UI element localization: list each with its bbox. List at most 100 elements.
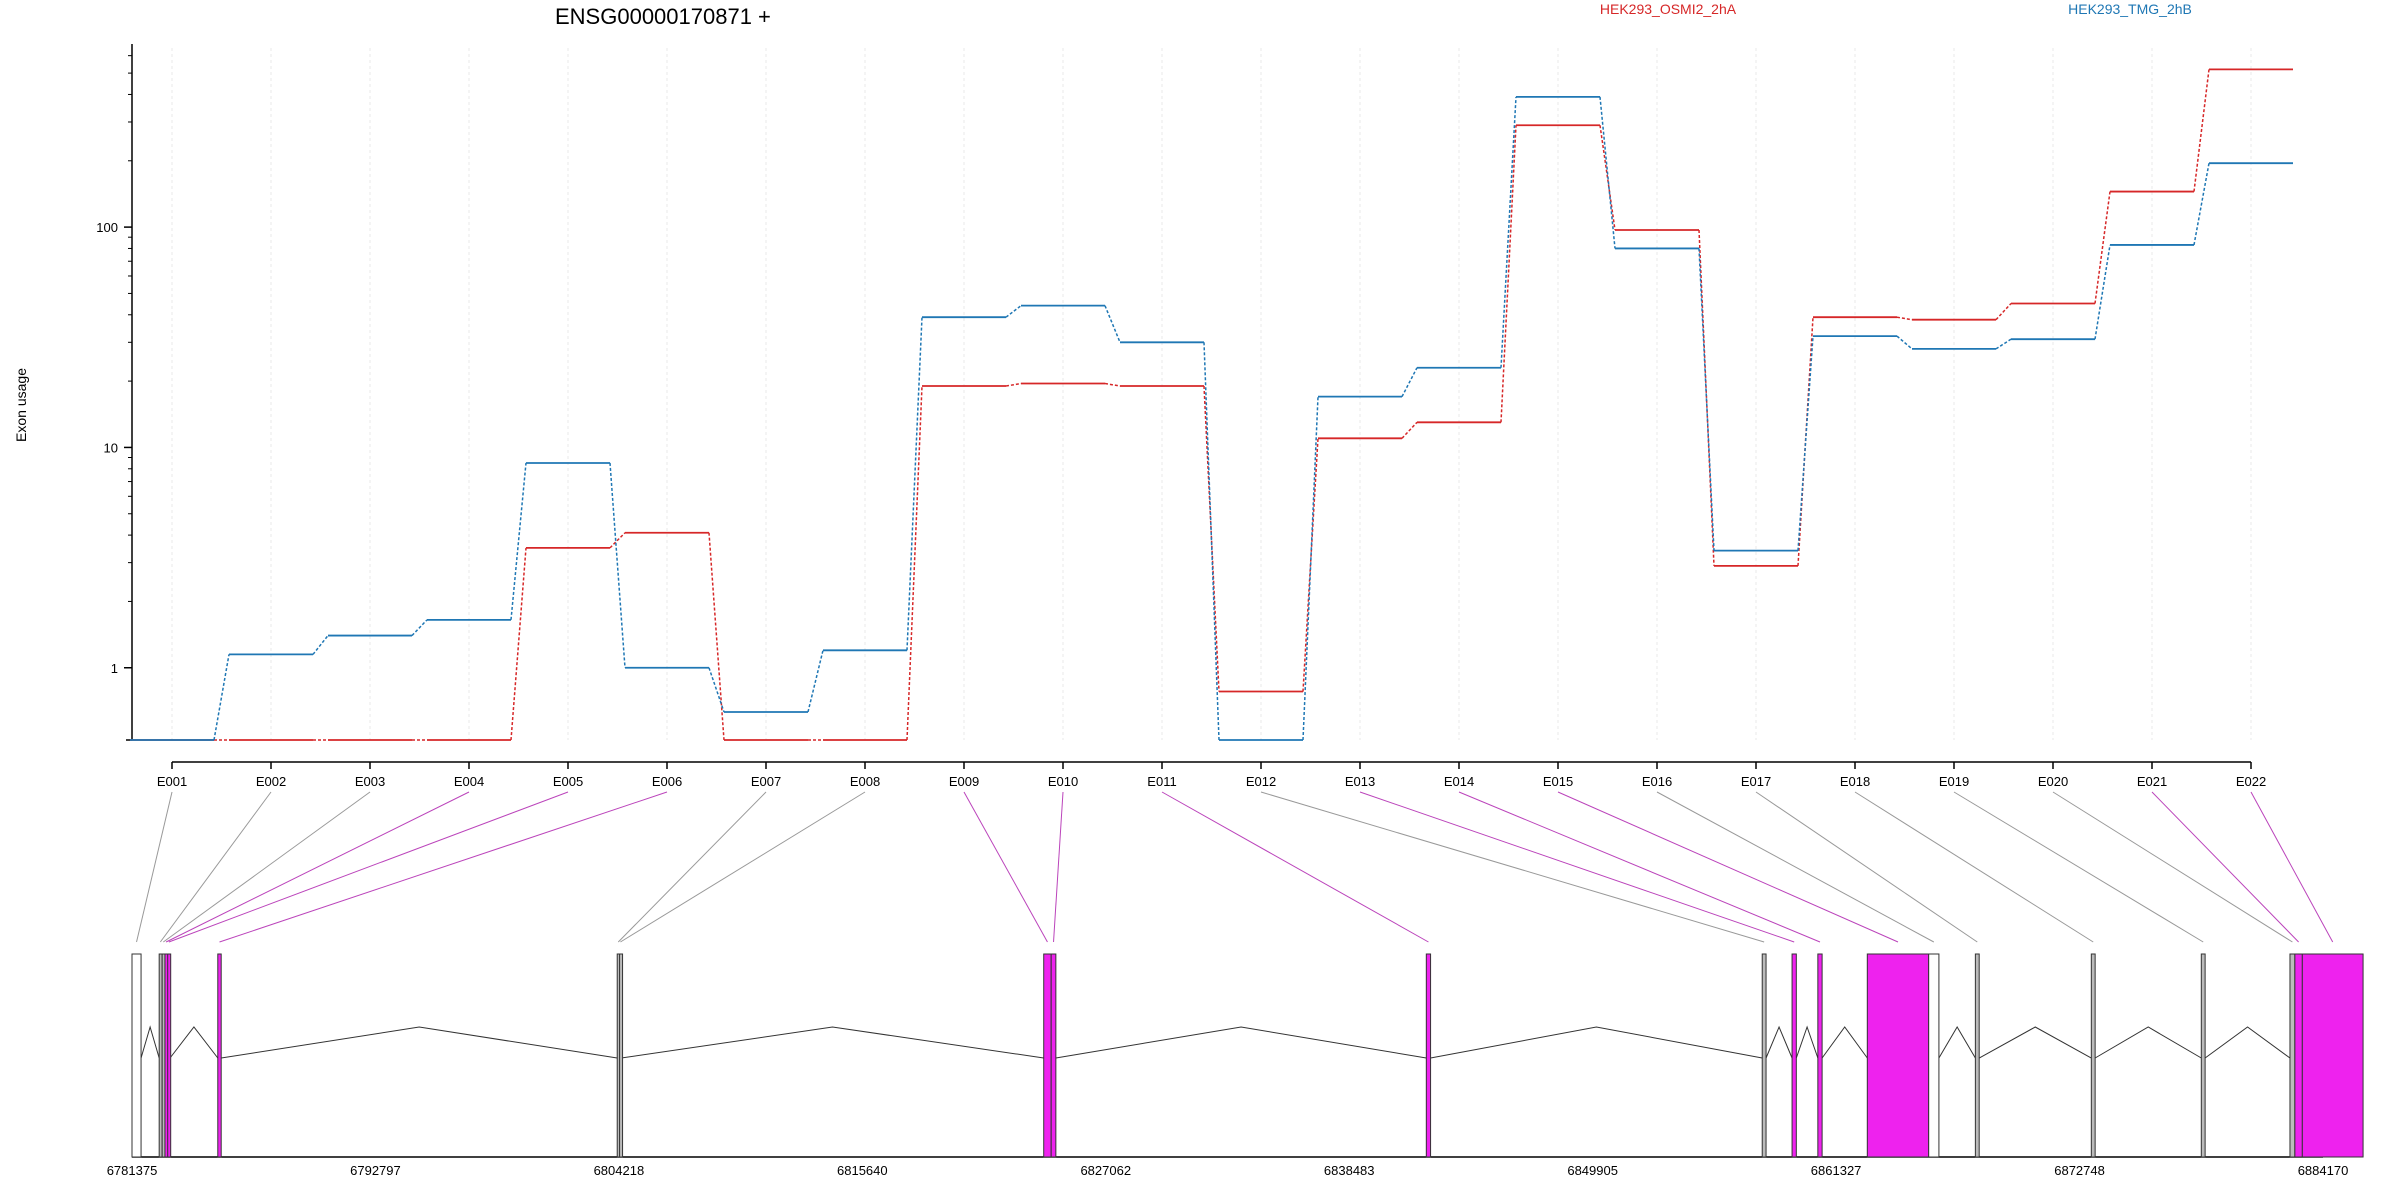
- exon-box: [1866, 953, 1930, 1158]
- exon-connector: [963, 791, 1048, 943]
- legend-entry: HEK293_OSMI2_2hA: [1600, 1, 1737, 17]
- x-tick-label: E018: [1840, 774, 1870, 789]
- coord-tick-label: 6861327: [1811, 1163, 1862, 1178]
- series-transition: [906, 385, 923, 741]
- exon-connector: [1854, 791, 2094, 943]
- exon-connector: [168, 791, 569, 943]
- exon-connector: [219, 791, 668, 943]
- exon-connector: [163, 791, 371, 943]
- x-tick-label: E001: [157, 774, 187, 789]
- series-transition: [1203, 342, 1220, 741]
- series-transition: [609, 462, 626, 668]
- grid: [171, 48, 2252, 740]
- series-transition: [1896, 316, 1913, 321]
- exon-connector: [2052, 791, 2293, 943]
- intron-line: [1430, 1026, 1763, 1059]
- intron-line: [1938, 1026, 1976, 1059]
- intron-line: [2094, 1026, 2202, 1059]
- series-transition: [1698, 248, 1715, 551]
- intron-line: [221, 1026, 618, 1059]
- axes: 1 10 100 E001 E002 E003 E004 E005 E006 E007 E008 E0…: [96, 44, 2266, 789]
- coord-tick-label: 6849905: [1567, 1163, 1618, 1178]
- exon-box: [1043, 953, 1052, 1158]
- series-transition: [1302, 396, 1319, 741]
- exon-connector: [136, 791, 173, 943]
- coord-tick-label: 6792797: [350, 1163, 401, 1178]
- exon-connector: [1557, 791, 1899, 943]
- intron-line: [1765, 1025, 1793, 1059]
- exon-box: [2289, 953, 2296, 1158]
- series-transition: [1401, 421, 1418, 439]
- intron-line: [1978, 1026, 2092, 1059]
- series-transition: [2193, 163, 2210, 246]
- intron-line: [621, 1026, 1044, 1059]
- x-tick-label: E021: [2137, 774, 2167, 789]
- coord-tick-label: 6815640: [837, 1163, 888, 1178]
- y-tick-label: 1: [111, 661, 118, 676]
- intron-line: [1795, 1025, 1819, 1059]
- x-tick-label: E007: [751, 774, 781, 789]
- exon-box: [2090, 953, 2096, 1158]
- series-transition: [2094, 244, 2111, 340]
- series-transition: [1500, 125, 1517, 423]
- series-transition: [1995, 338, 2012, 350]
- exon-box: [2200, 953, 2206, 1158]
- exon-connectors: [136, 791, 2334, 943]
- series-transition: [1995, 303, 2012, 321]
- series-transition: [807, 650, 824, 713]
- x-tick-label: E014: [1444, 774, 1474, 789]
- exon-box: [2294, 953, 2303, 1158]
- x-tick-label: E020: [2038, 774, 2068, 789]
- intron-line: [2204, 1026, 2291, 1059]
- coord-tick-label: 6884170: [2298, 1163, 2349, 1178]
- series-0: [130, 68, 2293, 741]
- series-transition: [609, 532, 626, 549]
- exon-box: [1928, 953, 1940, 1158]
- y-axis-label: Exon usage: [13, 368, 29, 442]
- series-transition: [1005, 382, 1022, 387]
- series-transition: [312, 635, 329, 655]
- exon-connector: [1260, 791, 1765, 943]
- exon-connector: [1359, 791, 1795, 943]
- x-tick-label: E016: [1642, 774, 1672, 789]
- legend: HEK293_OSMI2_2hA HEK293_TMG_2hB: [1600, 1, 2192, 17]
- x-tick-label: E008: [850, 774, 880, 789]
- exon-box: [1761, 953, 1767, 1158]
- x-tick-label: E017: [1741, 774, 1771, 789]
- exon-connector: [1458, 791, 1821, 943]
- x-tick-label: E004: [454, 774, 484, 789]
- exon-box: [1425, 953, 1432, 1158]
- series-transition: [1896, 335, 1913, 350]
- series-transition: [411, 619, 428, 637]
- series-transition: [2094, 191, 2111, 304]
- exon-connector: [1953, 791, 2204, 943]
- series-1: [130, 95, 2293, 741]
- x-tick-label: E022: [2236, 774, 2266, 789]
- series-layer: [130, 68, 2293, 741]
- x-tick-label: E012: [1246, 774, 1276, 789]
- exon-connector: [159, 791, 272, 943]
- x-tick-label: E013: [1345, 774, 1375, 789]
- coord-tick-label: 6838483: [1324, 1163, 1375, 1178]
- exon-connector: [2151, 791, 2299, 943]
- exon-box: [1050, 953, 1057, 1158]
- coord-tick-label: 6804218: [594, 1163, 645, 1178]
- exon-box: [2301, 953, 2364, 1158]
- exon-box: [131, 953, 142, 1158]
- y-tick-label: 10: [104, 440, 118, 455]
- y-tick-label: 100: [96, 220, 118, 235]
- exon-box: [167, 953, 172, 1158]
- coord-tick-label: 6872748: [2054, 1163, 2105, 1178]
- legend-entry: HEK293_TMG_2hB: [2068, 1, 2192, 17]
- x-tick-label: E002: [256, 774, 286, 789]
- exon-connector: [620, 791, 866, 943]
- exon-connector: [1053, 791, 1064, 943]
- x-tick-label: E019: [1939, 774, 1969, 789]
- exon-connector: [1656, 791, 1935, 943]
- intron-line: [1055, 1026, 1427, 1059]
- series-transition: [1005, 305, 1022, 318]
- exon-connector: [1161, 791, 1429, 943]
- intron-line: [169, 1026, 219, 1059]
- coord-tick-label: 6781375: [107, 1163, 158, 1178]
